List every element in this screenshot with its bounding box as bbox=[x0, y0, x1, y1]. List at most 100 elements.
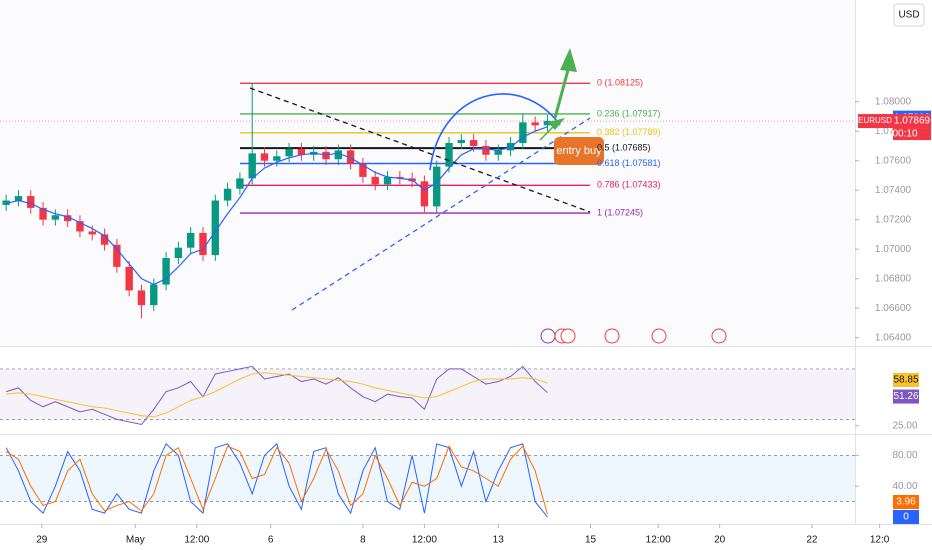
value-tag bbox=[893, 372, 919, 387]
currency-box[interactable] bbox=[893, 3, 925, 27]
price-tag-label: 1.07869 bbox=[894, 116, 931, 127]
candle-body bbox=[260, 153, 269, 161]
candle-body bbox=[199, 232, 207, 256]
candle-body bbox=[137, 290, 146, 306]
candle-body bbox=[273, 156, 281, 161]
indicator-line bbox=[6, 365, 548, 425]
candle-body bbox=[383, 176, 392, 185]
candle-body bbox=[469, 140, 478, 146]
fib-label: 0.786 (1.07433) bbox=[597, 180, 661, 190]
candle-body bbox=[285, 148, 293, 157]
y-tick-label: 1.06600 bbox=[875, 303, 912, 314]
arc bbox=[429, 93, 561, 171]
event-icon bbox=[651, 328, 667, 344]
candle-body bbox=[223, 188, 232, 201]
event-icon bbox=[604, 328, 620, 344]
rsi-pane bbox=[0, 348, 855, 433]
candle-body bbox=[51, 215, 60, 220]
x-tick-label: 12:00 bbox=[184, 535, 209, 546]
y-tick-label: 25.00 bbox=[892, 420, 917, 431]
value-tag-label: 0 bbox=[903, 512, 909, 523]
value-tag-label: 58.85 bbox=[893, 375, 918, 386]
indicator-line bbox=[5, 445, 548, 515]
value-tag bbox=[893, 495, 919, 509]
moving-average bbox=[6, 126, 548, 286]
arrow-head bbox=[548, 118, 565, 130]
y-tick-label: 1.07400 bbox=[875, 185, 912, 196]
candle-body bbox=[27, 196, 35, 208]
fib-label: 1 (1.07245) bbox=[597, 207, 643, 217]
candle-body bbox=[346, 150, 355, 164]
arrow-head bbox=[560, 48, 577, 72]
candle-body bbox=[174, 247, 183, 259]
x-tick-label: 20 bbox=[714, 535, 726, 546]
candle-body bbox=[63, 215, 72, 222]
candle-body bbox=[100, 234, 109, 245]
candle-body bbox=[248, 153, 256, 179]
candle-body bbox=[297, 148, 306, 155]
trend-line bbox=[249, 87, 591, 213]
value-tag-label: 51.26 bbox=[893, 391, 918, 402]
y-tick-label: 80.00 bbox=[892, 450, 917, 461]
candle-body bbox=[39, 207, 47, 220]
candle-body bbox=[236, 178, 244, 189]
y-tick-label: 1.06800 bbox=[875, 273, 912, 284]
candle-body bbox=[2, 200, 10, 205]
candle-body bbox=[359, 163, 367, 177]
event-icon bbox=[540, 328, 556, 344]
callout bbox=[554, 137, 604, 165]
candle-body bbox=[76, 221, 84, 232]
event-icon bbox=[711, 328, 727, 344]
candle-body bbox=[482, 145, 490, 155]
x-tick-label: 12:0 bbox=[870, 535, 890, 546]
candle-body bbox=[14, 196, 23, 201]
candle-body bbox=[211, 200, 219, 256]
candle-body bbox=[396, 176, 404, 179]
fib-label: 0.5 (1.07685) bbox=[597, 143, 651, 153]
candle-body bbox=[150, 284, 158, 306]
fib-label: 0.382 (1.07789) bbox=[597, 127, 661, 137]
candle-body bbox=[125, 266, 133, 291]
price-tag bbox=[893, 114, 931, 129]
candle-body bbox=[322, 151, 330, 160]
countdown-tag bbox=[893, 128, 931, 141]
candle-body bbox=[445, 143, 453, 167]
countdown: 00:10 bbox=[892, 129, 917, 140]
candle-body bbox=[113, 244, 121, 267]
main-pane bbox=[0, 0, 855, 345]
fib-label: 0.236 (1.07917) bbox=[597, 108, 661, 118]
x-tick-label: 13 bbox=[493, 535, 505, 546]
band bbox=[0, 368, 855, 420]
candle-body bbox=[420, 181, 429, 207]
x-tick-label: 15 bbox=[585, 535, 597, 546]
value-tag bbox=[893, 510, 919, 524]
arrow bbox=[553, 69, 570, 119]
candle-body bbox=[371, 176, 379, 185]
candle-body bbox=[88, 231, 96, 235]
x-tick-label: 6 bbox=[268, 535, 274, 546]
currency: USD bbox=[898, 10, 919, 21]
y-tick-label: 1.06400 bbox=[875, 332, 912, 343]
callout-text: entry buy bbox=[556, 145, 602, 157]
y-tick-label: 1.07600 bbox=[875, 155, 912, 166]
candle-body bbox=[543, 120, 552, 126]
candle-body bbox=[433, 166, 441, 207]
candle-body bbox=[186, 232, 195, 248]
candle-body bbox=[162, 258, 170, 285]
x-tick-label: May bbox=[126, 535, 145, 546]
y-tick-label: 40.00 bbox=[892, 481, 917, 492]
x-tick-label: 12:00 bbox=[412, 535, 437, 546]
symbol-tag-label: EURUSD bbox=[858, 116, 892, 125]
x-tick-label: 12:00 bbox=[646, 535, 671, 546]
candle-body bbox=[531, 122, 539, 126]
y-tick-label: 1.07200 bbox=[875, 214, 912, 225]
y-tick-label: 1.07000 bbox=[875, 244, 912, 255]
fib-label: 0 (1.08125) bbox=[597, 78, 643, 88]
indicator-line bbox=[5, 442, 548, 518]
y-tick-label: 1.08000 bbox=[875, 96, 912, 107]
event-icons bbox=[540, 328, 727, 344]
indicator-line bbox=[6, 372, 548, 418]
x-tick-label: 22 bbox=[806, 535, 818, 546]
